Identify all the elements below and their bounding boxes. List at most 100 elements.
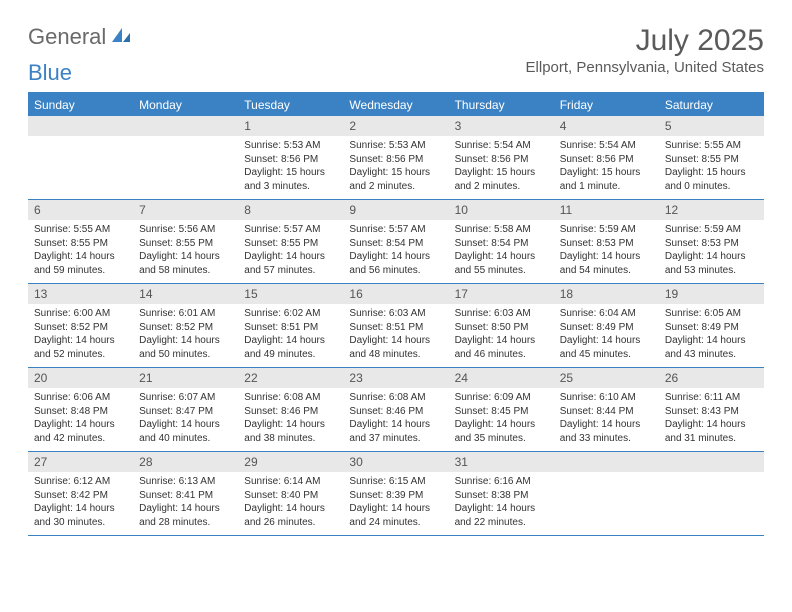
calendar-day-cell: 27Sunrise: 6:12 AMSunset: 8:42 PMDayligh… — [28, 452, 133, 536]
calendar-day-cell: 20Sunrise: 6:06 AMSunset: 8:48 PMDayligh… — [28, 368, 133, 452]
day-number: 24 — [449, 368, 554, 388]
day-number-empty — [28, 116, 133, 136]
day-details: Sunrise: 6:08 AMSunset: 8:46 PMDaylight:… — [238, 388, 343, 451]
calendar-week-row: 13Sunrise: 6:00 AMSunset: 8:52 PMDayligh… — [28, 284, 764, 368]
day-number: 11 — [554, 200, 659, 220]
calendar-day-cell: 14Sunrise: 6:01 AMSunset: 8:52 PMDayligh… — [133, 284, 238, 368]
calendar-day-cell: 3Sunrise: 5:54 AMSunset: 8:56 PMDaylight… — [449, 116, 554, 200]
day-number-empty — [133, 116, 238, 136]
day-details: Sunrise: 5:54 AMSunset: 8:56 PMDaylight:… — [449, 136, 554, 199]
calendar-day-cell — [133, 116, 238, 200]
day-number: 26 — [659, 368, 764, 388]
day-number: 25 — [554, 368, 659, 388]
calendar-day-cell: 13Sunrise: 6:00 AMSunset: 8:52 PMDayligh… — [28, 284, 133, 368]
day-details: Sunrise: 5:59 AMSunset: 8:53 PMDaylight:… — [659, 220, 764, 283]
calendar-day-cell: 28Sunrise: 6:13 AMSunset: 8:41 PMDayligh… — [133, 452, 238, 536]
day-number: 28 — [133, 452, 238, 472]
day-number: 14 — [133, 284, 238, 304]
day-details: Sunrise: 6:05 AMSunset: 8:49 PMDaylight:… — [659, 304, 764, 367]
calendar-day-cell: 17Sunrise: 6:03 AMSunset: 8:50 PMDayligh… — [449, 284, 554, 368]
weekday-header: Saturday — [659, 94, 764, 116]
calendar-day-cell: 30Sunrise: 6:15 AMSunset: 8:39 PMDayligh… — [343, 452, 448, 536]
calendar-day-cell: 23Sunrise: 6:08 AMSunset: 8:46 PMDayligh… — [343, 368, 448, 452]
calendar-day-cell: 2Sunrise: 5:53 AMSunset: 8:56 PMDaylight… — [343, 116, 448, 200]
weekday-header: Sunday — [28, 94, 133, 116]
calendar-day-cell: 31Sunrise: 6:16 AMSunset: 8:38 PMDayligh… — [449, 452, 554, 536]
day-details: Sunrise: 6:03 AMSunset: 8:51 PMDaylight:… — [343, 304, 448, 367]
day-number-empty — [554, 452, 659, 472]
calendar-day-cell: 15Sunrise: 6:02 AMSunset: 8:51 PMDayligh… — [238, 284, 343, 368]
weekday-header: Wednesday — [343, 94, 448, 116]
day-number: 29 — [238, 452, 343, 472]
day-number: 3 — [449, 116, 554, 136]
day-number: 16 — [343, 284, 448, 304]
calendar-day-cell — [659, 452, 764, 536]
calendar-day-cell: 21Sunrise: 6:07 AMSunset: 8:47 PMDayligh… — [133, 368, 238, 452]
day-number: 10 — [449, 200, 554, 220]
title-block: July 2025 Ellport, Pennsylvania, United … — [526, 24, 764, 76]
day-number: 17 — [449, 284, 554, 304]
day-number: 4 — [554, 116, 659, 136]
calendar-day-cell: 11Sunrise: 5:59 AMSunset: 8:53 PMDayligh… — [554, 200, 659, 284]
calendar-day-cell: 7Sunrise: 5:56 AMSunset: 8:55 PMDaylight… — [133, 200, 238, 284]
calendar-week-row: 1Sunrise: 5:53 AMSunset: 8:56 PMDaylight… — [28, 116, 764, 200]
day-details: Sunrise: 5:54 AMSunset: 8:56 PMDaylight:… — [554, 136, 659, 199]
weekday-header: Monday — [133, 94, 238, 116]
day-details: Sunrise: 5:53 AMSunset: 8:56 PMDaylight:… — [238, 136, 343, 199]
day-details: Sunrise: 6:06 AMSunset: 8:48 PMDaylight:… — [28, 388, 133, 451]
day-details: Sunrise: 6:02 AMSunset: 8:51 PMDaylight:… — [238, 304, 343, 367]
day-details: Sunrise: 5:57 AMSunset: 8:54 PMDaylight:… — [343, 220, 448, 283]
calendar-week-row: 6Sunrise: 5:55 AMSunset: 8:55 PMDaylight… — [28, 200, 764, 284]
day-details: Sunrise: 5:55 AMSunset: 8:55 PMDaylight:… — [28, 220, 133, 283]
day-number: 19 — [659, 284, 764, 304]
calendar-day-cell: 6Sunrise: 5:55 AMSunset: 8:55 PMDaylight… — [28, 200, 133, 284]
day-details: Sunrise: 6:00 AMSunset: 8:52 PMDaylight:… — [28, 304, 133, 367]
brand-logo: General — [28, 24, 132, 50]
calendar-day-cell: 25Sunrise: 6:10 AMSunset: 8:44 PMDayligh… — [554, 368, 659, 452]
day-details: Sunrise: 6:09 AMSunset: 8:45 PMDaylight:… — [449, 388, 554, 451]
weekday-header: Thursday — [449, 94, 554, 116]
day-details: Sunrise: 6:12 AMSunset: 8:42 PMDaylight:… — [28, 472, 133, 535]
day-number: 7 — [133, 200, 238, 220]
location: Ellport, Pennsylvania, United States — [526, 59, 764, 76]
day-details: Sunrise: 5:56 AMSunset: 8:55 PMDaylight:… — [133, 220, 238, 283]
day-details: Sunrise: 5:58 AMSunset: 8:54 PMDaylight:… — [449, 220, 554, 283]
day-number: 27 — [28, 452, 133, 472]
day-details: Sunrise: 6:07 AMSunset: 8:47 PMDaylight:… — [133, 388, 238, 451]
day-number: 8 — [238, 200, 343, 220]
day-number: 9 — [343, 200, 448, 220]
day-number: 31 — [449, 452, 554, 472]
month-title: July 2025 — [526, 24, 764, 57]
calendar-week-row: 20Sunrise: 6:06 AMSunset: 8:48 PMDayligh… — [28, 368, 764, 452]
day-details: Sunrise: 6:01 AMSunset: 8:52 PMDaylight:… — [133, 304, 238, 367]
calendar-day-cell: 12Sunrise: 5:59 AMSunset: 8:53 PMDayligh… — [659, 200, 764, 284]
day-details: Sunrise: 6:14 AMSunset: 8:40 PMDaylight:… — [238, 472, 343, 535]
calendar-day-cell: 24Sunrise: 6:09 AMSunset: 8:45 PMDayligh… — [449, 368, 554, 452]
day-number: 18 — [554, 284, 659, 304]
day-number: 23 — [343, 368, 448, 388]
calendar-day-cell: 29Sunrise: 6:14 AMSunset: 8:40 PMDayligh… — [238, 452, 343, 536]
weekday-header: Friday — [554, 94, 659, 116]
day-number: 2 — [343, 116, 448, 136]
calendar-day-cell — [554, 452, 659, 536]
calendar-day-cell: 5Sunrise: 5:55 AMSunset: 8:55 PMDaylight… — [659, 116, 764, 200]
day-number: 30 — [343, 452, 448, 472]
calendar-day-cell: 4Sunrise: 5:54 AMSunset: 8:56 PMDaylight… — [554, 116, 659, 200]
day-number: 1 — [238, 116, 343, 136]
day-number: 5 — [659, 116, 764, 136]
day-details: Sunrise: 6:10 AMSunset: 8:44 PMDaylight:… — [554, 388, 659, 451]
day-details: Sunrise: 5:57 AMSunset: 8:55 PMDaylight:… — [238, 220, 343, 283]
day-number: 6 — [28, 200, 133, 220]
day-details: Sunrise: 5:53 AMSunset: 8:56 PMDaylight:… — [343, 136, 448, 199]
day-details: Sunrise: 5:59 AMSunset: 8:53 PMDaylight:… — [554, 220, 659, 283]
weekday-row: SundayMondayTuesdayWednesdayThursdayFrid… — [28, 94, 764, 116]
weekday-header: Tuesday — [238, 94, 343, 116]
brand-part2: Blue — [28, 60, 72, 86]
calendar-body: 1Sunrise: 5:53 AMSunset: 8:56 PMDaylight… — [28, 116, 764, 536]
calendar-day-cell: 10Sunrise: 5:58 AMSunset: 8:54 PMDayligh… — [449, 200, 554, 284]
calendar-day-cell: 16Sunrise: 6:03 AMSunset: 8:51 PMDayligh… — [343, 284, 448, 368]
calendar-day-cell: 8Sunrise: 5:57 AMSunset: 8:55 PMDaylight… — [238, 200, 343, 284]
day-number: 22 — [238, 368, 343, 388]
calendar-day-cell: 22Sunrise: 6:08 AMSunset: 8:46 PMDayligh… — [238, 368, 343, 452]
day-details: Sunrise: 5:55 AMSunset: 8:55 PMDaylight:… — [659, 136, 764, 199]
